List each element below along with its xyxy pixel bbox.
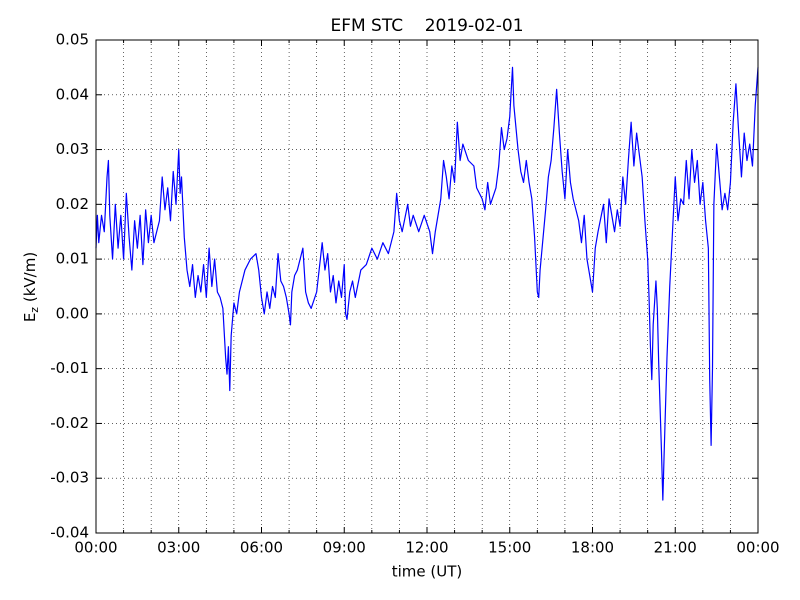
y-tick-label: -0.04 [50, 524, 89, 542]
x-axis-label: time (UT) [392, 563, 463, 581]
x-tick-label: 09:00 [323, 539, 366, 557]
y-tick-label: 0.04 [56, 85, 89, 103]
x-tick-label: 15:00 [488, 539, 531, 557]
y-tick-label: 0.01 [56, 250, 89, 268]
x-tick-label: 18:00 [571, 539, 614, 557]
y-tick-label: 0.02 [56, 195, 89, 213]
y-label-main: E [21, 313, 39, 322]
y-tick-label: 0.03 [56, 140, 89, 158]
data-line [95, 66, 759, 501]
y-tick-label: 0.00 [56, 304, 89, 322]
y-tick-label: -0.03 [50, 469, 89, 487]
y-tick-label: -0.02 [50, 414, 89, 432]
y-axis-label: Ez (kV/m) [21, 252, 42, 322]
y-tick-label: 0.05 [56, 31, 89, 49]
y-label-sub: z [28, 307, 41, 313]
x-tick-label: 21:00 [654, 539, 697, 557]
x-tick-label: 12:00 [405, 539, 448, 557]
y-tick-label: -0.01 [50, 359, 89, 377]
y-label-unit: (kV/m) [21, 252, 39, 307]
x-tick-label: 06:00 [240, 539, 283, 557]
x-tick-label: 00:00 [736, 539, 779, 557]
x-tick-label: 03:00 [157, 539, 200, 557]
plot-frame [95, 39, 759, 534]
x-tick-label: 00:00 [74, 539, 117, 557]
chart-title: EFM STC 2019-02-01 [330, 16, 523, 36]
